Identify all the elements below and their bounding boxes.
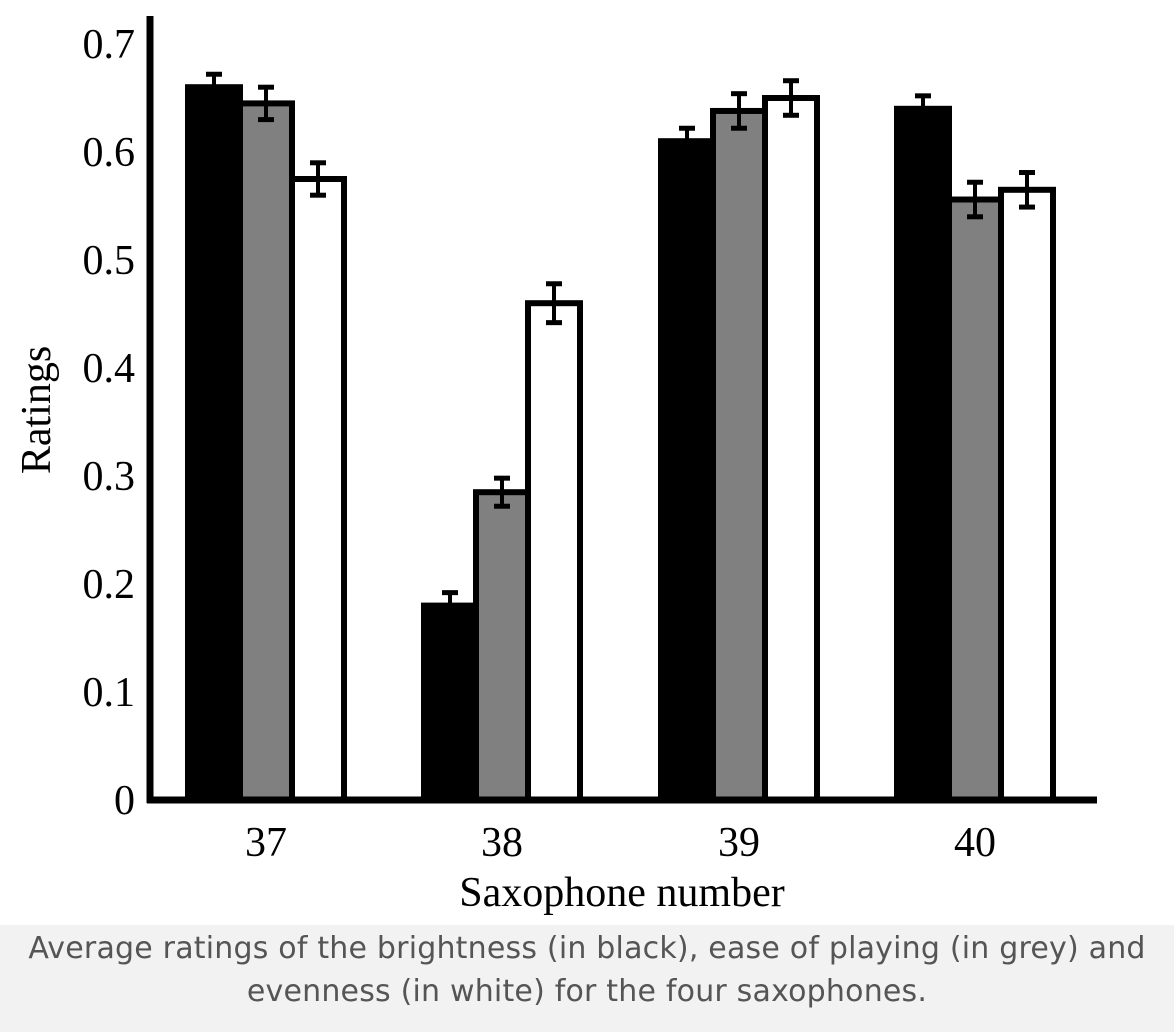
error-bar-ease-of-playing-40 xyxy=(967,179,983,220)
bar-brightness-37 xyxy=(185,84,243,803)
error-bar-evenness-37 xyxy=(310,160,326,198)
caption-background xyxy=(0,925,1174,1032)
error-bar-ease-of-playing-38 xyxy=(494,475,510,509)
error-bar-ease-of-playing-39 xyxy=(731,91,747,131)
bar-ease-of-playing-38 xyxy=(473,489,531,803)
x-axis-title: Saxophone number xyxy=(459,870,784,916)
bar-evenness-37 xyxy=(289,176,347,803)
caption-line-2: evenness (in white) for the four saxopho… xyxy=(246,974,928,1009)
y-tick-label-0.1: 0.1 xyxy=(83,670,136,716)
error-bars-layer xyxy=(206,71,1035,622)
y-tick-labels: 0 0.1 0.2 0.3 0.4 0.5 0.6 0.7 xyxy=(83,22,136,824)
bar-brightness-39 xyxy=(658,138,716,803)
bar-evenness-39 xyxy=(762,95,820,803)
y-tick-label-0: 0 xyxy=(114,778,135,824)
y-tick-label-0.2: 0.2 xyxy=(83,562,136,608)
y-tick-label-0.5: 0.5 xyxy=(83,238,136,284)
error-bar-brightness-37 xyxy=(206,71,222,103)
figure-caption: Average ratings of the brightness (in bl… xyxy=(0,927,1174,1013)
bar-brightness-40 xyxy=(894,105,952,804)
bar-ease-of-playing-40 xyxy=(946,196,1004,803)
error-bar-evenness-38 xyxy=(546,281,562,326)
y-tick-label-0.7: 0.7 xyxy=(83,22,136,68)
x-tick-labels: 37 38 39 40 xyxy=(245,820,996,866)
x-tick-label-39: 39 xyxy=(718,820,760,866)
y-tick-label-0.3: 0.3 xyxy=(83,454,136,500)
error-bar-brightness-38 xyxy=(442,590,458,622)
error-bar-ease-of-playing-37 xyxy=(258,84,274,123)
bar-brightness-38 xyxy=(421,602,479,803)
error-bar-brightness-40 xyxy=(915,93,931,125)
bar-ease-of-playing-37 xyxy=(237,100,295,803)
bar-chart: 0 0.1 0.2 0.3 0.4 0.5 0.6 0.7 37 38 39 40 Saxophon… xyxy=(14,16,1097,916)
figure-area: 0 0.1 0.2 0.3 0.4 0.5 0.6 0.7 37 38 39 40 Saxophon… xyxy=(14,16,1097,916)
bar-evenness-40 xyxy=(998,186,1056,804)
error-bar-evenness-39 xyxy=(783,78,799,118)
caption-line-1: Average ratings of the brightness (in bl… xyxy=(28,931,1146,966)
y-axis-title: Ratings xyxy=(14,346,60,474)
bar-evenness-38 xyxy=(525,300,583,803)
error-bar-brightness-39 xyxy=(679,125,695,157)
x-tick-label-40: 40 xyxy=(954,820,996,866)
bar-ease-of-playing-39 xyxy=(710,107,768,803)
x-tick-label-37: 37 xyxy=(245,820,287,866)
y-tick-label-0.4: 0.4 xyxy=(83,346,136,392)
y-tick-label-0.6: 0.6 xyxy=(83,130,136,176)
error-bar-evenness-40 xyxy=(1019,170,1035,210)
x-tick-label-38: 38 xyxy=(481,820,523,866)
